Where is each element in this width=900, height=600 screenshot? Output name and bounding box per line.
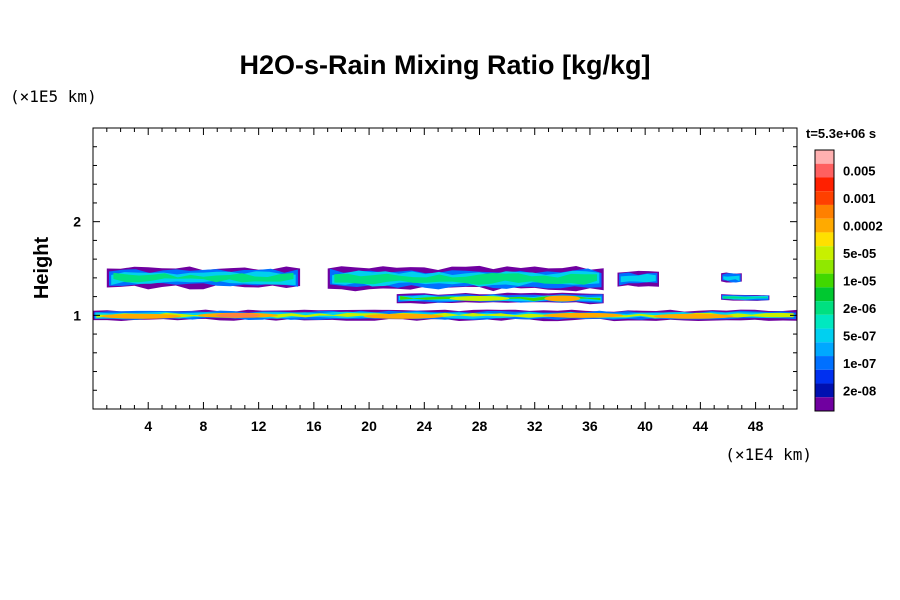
x-tick-label: 40	[637, 418, 653, 434]
colorbar-swatch	[815, 259, 834, 274]
x-tick-label: 48	[748, 418, 764, 434]
field-contour	[723, 275, 740, 282]
x-tick-label: 32	[527, 418, 543, 434]
field-region-lower-band	[93, 309, 797, 322]
colorbar-frame	[814, 149, 835, 412]
colorbar-swatch	[815, 287, 834, 302]
time-label: t=5.3e+06 s	[806, 126, 876, 141]
colorbar-swatch	[815, 218, 834, 233]
field-core	[101, 313, 182, 319]
field-contour	[113, 272, 294, 283]
plot-frame	[92, 127, 798, 410]
x-tick-label: 44	[693, 418, 709, 434]
mixing-ratio-field	[93, 265, 797, 322]
colorbar-swatch	[815, 301, 834, 315]
colorbar-label: 1e-05	[843, 274, 876, 289]
colorbar-swatch	[815, 356, 834, 370]
x-tick-label: 28	[472, 418, 488, 434]
y-tick-label: 2	[73, 214, 81, 230]
x-tick-label: 20	[361, 418, 377, 434]
colorbar-swatch	[815, 273, 834, 288]
field-core	[544, 295, 581, 302]
field-core	[449, 295, 510, 301]
colorbar-label: 2e-08	[843, 383, 876, 398]
colorbar-swatch	[815, 163, 834, 178]
field-core	[215, 313, 260, 318]
x-tick-label: 36	[582, 418, 598, 434]
colorbar-swatch	[815, 369, 834, 384]
colorbar-label: 5e-07	[843, 328, 876, 343]
colorbar-label: 5e-05	[843, 246, 876, 261]
field-core	[363, 313, 444, 319]
colorbar-label: 0.0002	[843, 219, 883, 234]
field-region-upper-band-west	[106, 266, 301, 290]
colorbar-swatch	[815, 328, 834, 343]
field-region-mid-patch-east	[721, 294, 770, 301]
y-unit-label: (×1E5 km)	[10, 87, 97, 106]
y-tick-label: 1	[73, 307, 81, 323]
x-unit-label: (×1E4 km)	[725, 445, 812, 464]
colorbar-swatch	[815, 232, 834, 247]
x-tick-label: 4	[144, 418, 152, 434]
colorbar-swatch	[815, 191, 834, 205]
x-tick-label: 16	[306, 418, 322, 434]
x-tick-label: 12	[251, 418, 267, 434]
colorbar-swatch	[815, 314, 834, 329]
field-region-mid-band	[396, 292, 604, 305]
field-core	[543, 312, 624, 318]
colorbar-label: 0.001	[843, 191, 876, 206]
colorbar-swatch	[815, 342, 834, 357]
colorbar-swatch	[815, 177, 834, 192]
y-axis-label: Height	[31, 237, 53, 300]
colorbar-swatch	[815, 150, 834, 164]
colorbar-label: 0.005	[843, 164, 876, 179]
colorbar-label: 1e-07	[843, 356, 876, 371]
colorbar-swatch	[815, 397, 834, 411]
colorbar-swatch	[815, 204, 834, 219]
field-region-upper-band-east	[617, 270, 659, 287]
x-tick-label: 24	[417, 418, 433, 434]
field-region-upper-band-center	[327, 265, 604, 292]
colorbar-label: 2e-06	[843, 301, 876, 316]
colorbar: 0.005 0.001 0.0002 5e-05 1e-05 2e-06 5e-07 1e-0…	[814, 149, 883, 412]
chart-title: H2O-s-Rain Mixing Ratio [kg/kg]	[239, 50, 650, 80]
colorbar-swatch	[815, 383, 834, 398]
field-contour	[723, 296, 768, 299]
field-core	[653, 313, 734, 319]
field-contour	[334, 273, 598, 285]
x-tick-label: 8	[200, 418, 208, 434]
field-contour	[620, 273, 656, 283]
field-region-upper-patch-far-east	[721, 272, 742, 283]
colorbar-swatch	[815, 246, 834, 260]
